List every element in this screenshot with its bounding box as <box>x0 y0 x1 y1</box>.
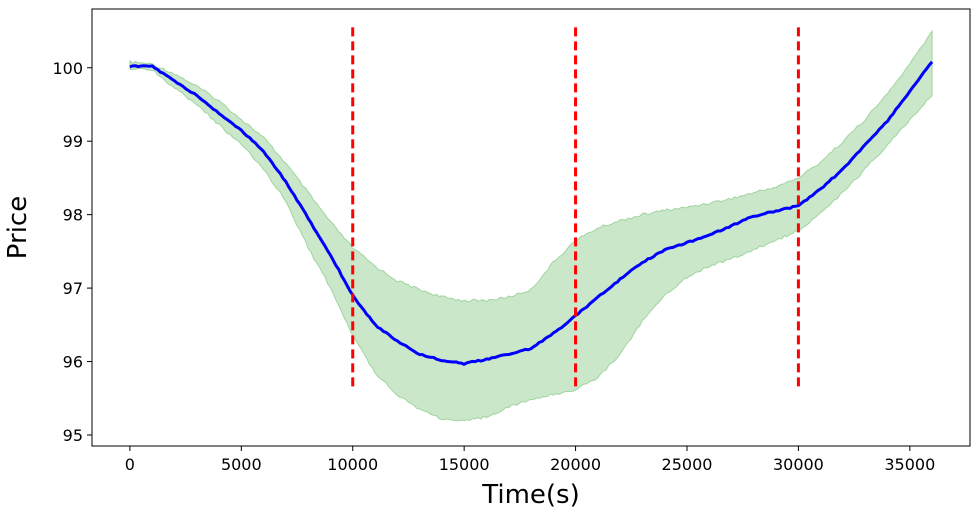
y-tick-label: 100 <box>52 59 83 78</box>
y-tick-label: 98 <box>63 206 83 225</box>
x-tick-label: 5000 <box>221 455 262 474</box>
axes: 0 5000 10000 15000 20000 25000 30000 35000 95 96 9… <box>52 59 935 474</box>
x-tick-label: 35000 <box>884 455 935 474</box>
y-tick-label: 97 <box>63 279 83 298</box>
x-tick-label: 30000 <box>773 455 824 474</box>
x-tick-label: 25000 <box>662 455 713 474</box>
x-tick-label: 20000 <box>550 455 601 474</box>
plot-area <box>129 27 934 422</box>
y-tick-label: 96 <box>63 353 83 372</box>
plot-content <box>129 27 934 422</box>
y-tick-label: 95 <box>63 426 83 445</box>
y-tick-label: 99 <box>63 132 83 151</box>
price-line <box>129 60 934 366</box>
confidence-band <box>129 29 933 422</box>
x-axis-title: Time(s) <box>481 480 579 510</box>
x-tick-label: 0 <box>125 455 135 474</box>
plot-frame <box>91 8 971 447</box>
y-axis-title: Price <box>3 196 33 259</box>
x-tick-label: 15000 <box>439 455 490 474</box>
x-tick-label: 10000 <box>327 455 378 474</box>
